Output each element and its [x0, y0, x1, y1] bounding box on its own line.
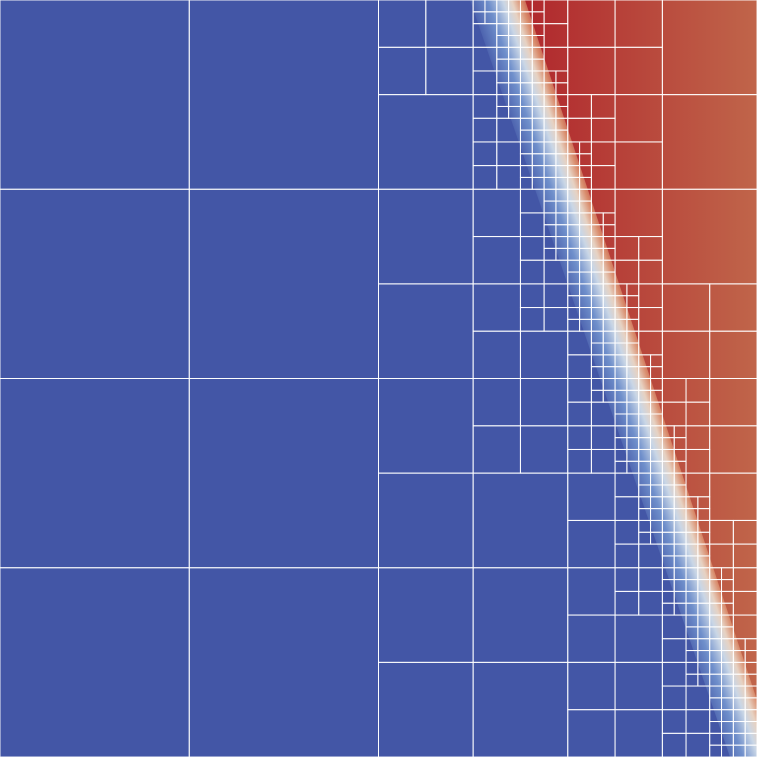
- mesh-viewport: [0, 0, 757, 757]
- mesh-grid: [0, 0, 757, 757]
- mesh-canvas: [0, 0, 757, 757]
